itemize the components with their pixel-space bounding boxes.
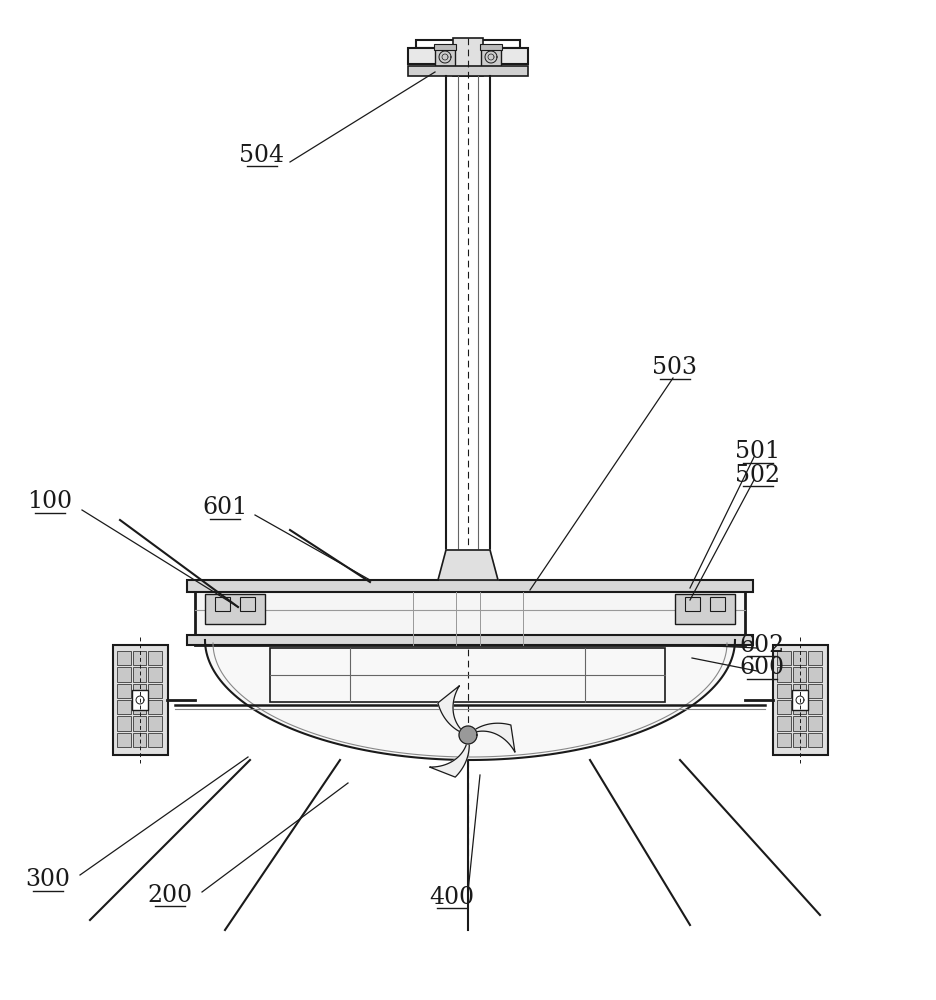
Bar — [434, 44, 456, 50]
Bar — [809, 716, 822, 731]
Bar — [133, 700, 146, 714]
Text: 501: 501 — [736, 440, 781, 464]
Bar — [675, 594, 735, 624]
Bar — [793, 733, 806, 747]
Bar — [777, 700, 791, 714]
Bar — [435, 46, 455, 68]
Polygon shape — [430, 745, 469, 777]
Bar — [148, 684, 162, 698]
Bar — [793, 651, 806, 665]
Bar — [809, 684, 822, 698]
Bar — [117, 651, 131, 665]
Text: 601: 601 — [202, 496, 248, 520]
Bar — [133, 684, 146, 698]
Bar — [132, 690, 148, 710]
Bar — [187, 580, 753, 592]
Bar — [240, 597, 255, 611]
Polygon shape — [459, 726, 477, 744]
Bar — [117, 700, 131, 714]
Bar — [809, 700, 822, 714]
Bar — [793, 716, 806, 731]
Text: 400: 400 — [430, 886, 475, 908]
Bar — [133, 716, 146, 731]
Bar — [148, 716, 162, 731]
Bar — [205, 594, 265, 624]
Bar — [117, 716, 131, 731]
Bar — [133, 651, 146, 665]
Polygon shape — [205, 640, 735, 760]
Bar — [113, 645, 168, 755]
Bar — [148, 733, 162, 747]
Bar — [408, 48, 528, 64]
Bar — [117, 684, 131, 698]
Text: 100: 100 — [27, 490, 73, 514]
Bar — [481, 46, 501, 68]
Bar — [777, 733, 791, 747]
Bar — [793, 684, 806, 698]
Bar — [777, 651, 791, 665]
Polygon shape — [438, 550, 498, 580]
Bar — [453, 38, 483, 76]
Bar — [809, 651, 822, 665]
Bar — [187, 635, 753, 645]
Bar — [773, 645, 828, 755]
Bar — [416, 40, 520, 48]
Bar — [270, 648, 665, 702]
Text: 602: 602 — [739, 634, 784, 656]
Polygon shape — [476, 723, 515, 752]
Text: 600: 600 — [739, 656, 784, 680]
Bar — [117, 667, 131, 682]
Bar — [777, 684, 791, 698]
Bar — [793, 700, 806, 714]
Text: 502: 502 — [736, 464, 781, 487]
Bar — [710, 597, 725, 611]
Bar — [215, 597, 230, 611]
Bar — [792, 690, 808, 710]
Bar — [793, 667, 806, 682]
Bar — [148, 667, 162, 682]
Bar — [809, 733, 822, 747]
Bar — [685, 597, 700, 611]
Text: 504: 504 — [240, 143, 285, 166]
Bar — [809, 667, 822, 682]
Bar — [408, 66, 528, 76]
Text: 503: 503 — [652, 357, 697, 379]
Text: 200: 200 — [148, 884, 193, 906]
Bar — [777, 716, 791, 731]
Bar — [133, 733, 146, 747]
Text: 300: 300 — [25, 868, 70, 892]
Bar — [133, 667, 146, 682]
Bar — [480, 44, 502, 50]
Bar — [148, 700, 162, 714]
Bar — [195, 580, 745, 645]
Bar — [117, 733, 131, 747]
Bar — [777, 667, 791, 682]
Polygon shape — [438, 686, 461, 731]
Bar — [148, 651, 162, 665]
